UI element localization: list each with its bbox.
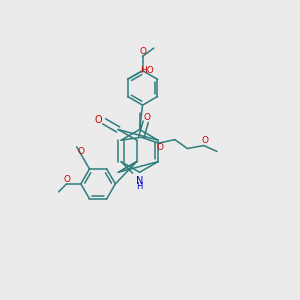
Text: H: H (136, 182, 143, 191)
Text: O: O (77, 147, 84, 156)
Text: HO: HO (140, 66, 154, 75)
Text: O: O (139, 46, 146, 56)
Text: O: O (95, 116, 103, 125)
Text: O: O (201, 136, 208, 145)
Text: N: N (136, 176, 143, 186)
Text: O: O (143, 112, 150, 122)
Text: O: O (156, 143, 163, 152)
Text: O: O (63, 175, 70, 184)
